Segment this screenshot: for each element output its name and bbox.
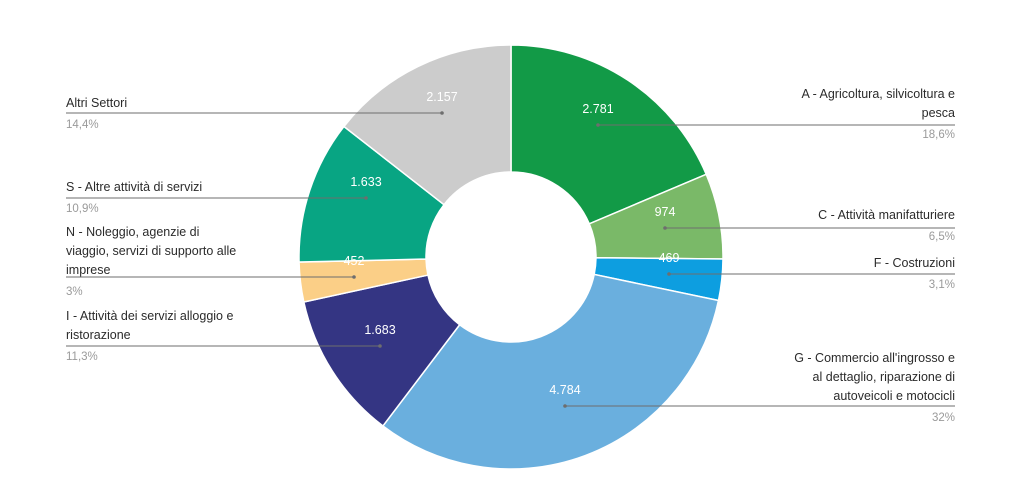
- category-label-7: Altri Settori: [66, 96, 127, 110]
- leaders-group: [66, 111, 955, 408]
- leader-dot-4: [378, 344, 382, 348]
- category-label-1: C - Attività manifatturiere: [818, 208, 955, 222]
- value-label-4: 1.683: [364, 323, 395, 337]
- value-label-5: 452: [344, 254, 365, 268]
- percent-label-2: 3,1%: [929, 279, 955, 291]
- leader-dot-2: [667, 272, 671, 276]
- percent-label-3: 32%: [932, 412, 955, 424]
- category-label-5: N - Noleggio, agenzie di viaggio, servizi…: [66, 225, 236, 277]
- slice-7: [342, 44, 512, 206]
- leader-dot-1: [663, 226, 667, 230]
- leader-dot-5: [352, 275, 356, 279]
- percent-label-7: 14,4%: [66, 119, 99, 131]
- percent-label-1: 6,5%: [929, 231, 955, 243]
- category-labels-group: A - Agricoltura, silvicoltura e pesca 18,6…: [66, 87, 955, 424]
- percent-label-0: 18,6%: [922, 129, 955, 141]
- slice-3: [381, 273, 720, 470]
- leader-dot-6: [364, 196, 368, 200]
- slice-4: [302, 274, 461, 427]
- value-label-2: 469: [659, 251, 680, 265]
- value-label-1: 974: [655, 205, 676, 219]
- slice-0: [510, 44, 708, 225]
- value-label-6: 1.633: [350, 175, 381, 189]
- value-labels-group: 2.781 974 469 4.784 1.683 452 1.633 2.157: [344, 90, 680, 397]
- percent-label-4: 11,3%: [66, 351, 98, 363]
- value-label-0: 2.781: [582, 102, 613, 116]
- percent-label-5: 3%: [66, 286, 83, 298]
- category-label-2: F - Costruzioni: [874, 256, 955, 270]
- slices-group: [298, 44, 724, 470]
- leader-dot-0: [596, 123, 600, 127]
- slice-6: [298, 125, 446, 263]
- leader-dot-7: [440, 111, 444, 115]
- category-label-0: A - Agricoltura, silvicoltura e pesca: [801, 87, 955, 120]
- category-label-3: G - Commercio all'ingrosso e al dettaglio…: [794, 351, 955, 403]
- value-label-3: 4.784: [549, 383, 580, 397]
- category-label-6: S - Altre attività di servizi: [66, 180, 202, 194]
- value-label-7: 2.157: [426, 90, 457, 104]
- leader-dot-3: [563, 404, 567, 408]
- percent-label-6: 10,9%: [66, 203, 99, 215]
- category-label-4: I - Attività dei servizi alloggio e risto…: [66, 309, 233, 342]
